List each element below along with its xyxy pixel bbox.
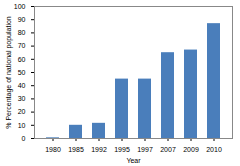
svg-text:30: 30	[18, 95, 26, 102]
svg-text:2010: 2010	[206, 146, 222, 153]
svg-text:1995: 1995	[114, 146, 130, 153]
svg-text:100: 100	[14, 3, 26, 10]
svg-text:1985: 1985	[68, 146, 84, 153]
svg-text:0: 0	[22, 135, 26, 142]
svg-text:10: 10	[18, 122, 26, 129]
svg-text:2009: 2009	[183, 146, 199, 153]
svg-text:80: 80	[18, 29, 26, 36]
svg-text:1980: 1980	[45, 146, 61, 153]
svg-text:60: 60	[18, 56, 26, 63]
svg-text:70: 70	[18, 42, 26, 49]
svg-text:20: 20	[18, 108, 26, 115]
svg-text:Year: Year	[126, 157, 141, 164]
svg-text:2007: 2007	[160, 146, 176, 153]
svg-text:% Percentage of national popul: % Percentage of national population	[5, 16, 13, 129]
svg-text:90: 90	[18, 16, 26, 23]
svg-text:40: 40	[18, 82, 26, 89]
svg-text:1992: 1992	[91, 146, 107, 153]
svg-text:50: 50	[18, 69, 26, 76]
svg-text:1997: 1997	[137, 146, 153, 153]
